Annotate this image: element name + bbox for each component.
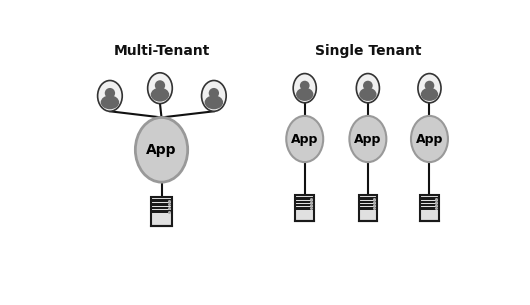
Bar: [420, 195, 439, 221]
Text: Multi-Tenant: Multi-Tenant: [113, 44, 210, 58]
Bar: [421, 197, 438, 200]
Bar: [359, 207, 376, 210]
Ellipse shape: [101, 95, 119, 109]
Ellipse shape: [151, 88, 169, 102]
Ellipse shape: [148, 73, 172, 104]
Bar: [152, 206, 172, 209]
Bar: [421, 201, 438, 203]
Text: Single Tenant: Single Tenant: [315, 44, 421, 58]
Circle shape: [363, 81, 373, 90]
Ellipse shape: [411, 116, 448, 162]
Ellipse shape: [98, 81, 122, 111]
Circle shape: [300, 81, 310, 90]
Ellipse shape: [359, 88, 376, 101]
Bar: [296, 207, 313, 210]
Text: App: App: [291, 132, 319, 145]
Bar: [152, 203, 172, 206]
Bar: [296, 197, 313, 200]
Bar: [152, 199, 172, 202]
Bar: [359, 204, 376, 206]
Ellipse shape: [356, 74, 379, 103]
Bar: [421, 204, 438, 206]
Bar: [359, 201, 376, 203]
Ellipse shape: [205, 95, 223, 109]
Ellipse shape: [296, 88, 313, 101]
Text: App: App: [416, 132, 443, 145]
Text: App: App: [146, 143, 177, 157]
Bar: [296, 201, 313, 203]
Bar: [359, 197, 376, 200]
Bar: [359, 195, 377, 221]
Bar: [296, 204, 313, 206]
Ellipse shape: [135, 117, 188, 182]
Circle shape: [209, 88, 219, 98]
Text: App: App: [354, 132, 382, 145]
Bar: [152, 210, 172, 213]
Ellipse shape: [201, 81, 226, 111]
Ellipse shape: [286, 116, 323, 162]
Circle shape: [105, 88, 115, 98]
Ellipse shape: [293, 74, 316, 103]
Bar: [421, 207, 438, 210]
Circle shape: [425, 81, 434, 90]
Ellipse shape: [349, 116, 386, 162]
Bar: [151, 197, 172, 226]
Ellipse shape: [421, 88, 438, 101]
Bar: [296, 195, 314, 221]
Circle shape: [155, 80, 165, 91]
Ellipse shape: [418, 74, 441, 103]
